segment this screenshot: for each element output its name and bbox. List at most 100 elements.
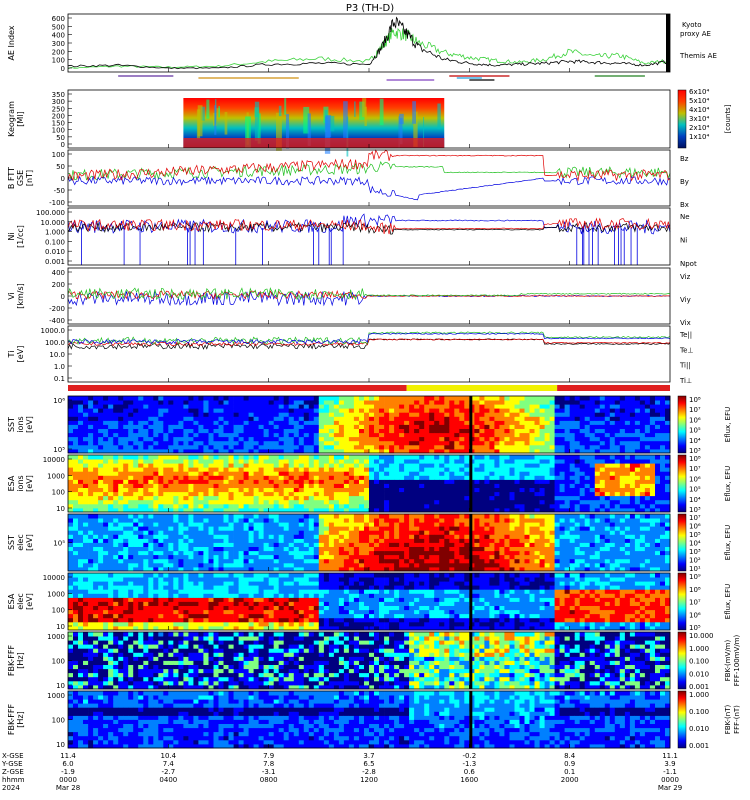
y-axis-unit: [Hz] xyxy=(16,711,25,727)
y-tick-label: 10.000 xyxy=(41,219,66,227)
y-axis-unit: [nT] xyxy=(25,170,34,186)
y-tick-label: 500 xyxy=(52,23,65,31)
spectrogram-image xyxy=(68,691,671,749)
spectrogram-image xyxy=(68,632,671,690)
y-axis-title: AE Index xyxy=(7,25,16,60)
legend-entry: Ni xyxy=(680,237,687,245)
y-axis-subtitle: elec xyxy=(16,534,25,550)
colorbar-title: Eflux, EFU xyxy=(724,525,732,560)
y-axis-label: ESA ions [eV] xyxy=(7,475,34,492)
legend-entry: Te⊥ xyxy=(679,346,694,354)
keogram-streak xyxy=(216,108,221,119)
y-axis-label: Ni [1/cc] xyxy=(7,225,25,248)
ae-series-line xyxy=(67,27,669,70)
colorbar-tick: 10⁷ xyxy=(689,406,701,414)
ae-series-line xyxy=(67,16,669,70)
x-axis-row-label: X-GSE xyxy=(2,752,24,760)
y-axis-label: B FTT GSE [nT] xyxy=(7,167,34,189)
y-axis-label: SST ions [eV] xyxy=(7,416,34,433)
y-axis-unit: [eV] xyxy=(16,346,25,363)
keogram-streak xyxy=(307,113,311,146)
y-axis-subtitle: GSE xyxy=(16,170,25,186)
y-axis-unit: [1/cc] xyxy=(16,225,25,248)
series-line xyxy=(67,217,671,235)
legend-entry: Bz xyxy=(680,155,689,163)
spectrogram-image xyxy=(68,514,671,572)
panel-edge xyxy=(666,14,670,72)
y-tick-label: 100.000 xyxy=(36,209,65,217)
series-line xyxy=(67,221,671,235)
data-gap xyxy=(469,632,473,689)
x-axis-row-label: Y-GSE xyxy=(1,760,23,768)
data-gap xyxy=(469,573,473,630)
y-axis-subtitle: ions xyxy=(16,475,25,491)
y-axis-title: Ni xyxy=(7,232,16,240)
y-tick-label: 100 xyxy=(52,57,65,65)
legend-entry: proxy AE xyxy=(680,30,711,38)
y-axis-unit: [eV] xyxy=(25,416,34,433)
colorbar-label: Eflux, EFU xyxy=(724,466,732,501)
x-tick-label: 10.4 xyxy=(161,752,177,760)
y-tick-label: 200 xyxy=(52,112,65,120)
x-tick-label: 1600 xyxy=(460,776,478,784)
x-tick-label: 1200 xyxy=(360,776,378,784)
x-tick-label: 7.8 xyxy=(263,760,274,768)
data-gap xyxy=(469,691,473,748)
colorbar-tick: 10⁴ xyxy=(689,540,701,548)
series-line xyxy=(67,289,671,300)
colorbar-tick: 10⁷ xyxy=(689,599,701,607)
chart-title: P3 (TH-D) xyxy=(346,3,394,14)
keogram-streak xyxy=(343,101,348,138)
legend-entry: Viy xyxy=(680,296,691,304)
legend-entry: Te|| xyxy=(679,331,692,339)
legend-entry: Themis AE xyxy=(679,52,717,60)
y-axis-label: FBK-FFF [Hz] xyxy=(7,704,25,736)
y-tick-label: 100 xyxy=(52,127,65,135)
x-tick-label: 0800 xyxy=(260,776,278,784)
colorbar-tick: 2x10⁴ xyxy=(689,124,710,132)
series-line xyxy=(67,338,671,350)
y-tick-label: 0.010 xyxy=(45,248,65,256)
x-tick-label: 0000 xyxy=(661,776,679,784)
y-tick-label: 10⁵ xyxy=(53,540,65,548)
y-tick-label: 350 xyxy=(52,91,65,99)
y-tick-label: -400 xyxy=(49,317,65,325)
y-tick-label: 600 xyxy=(52,15,65,23)
y-tick-label: 10 xyxy=(56,682,65,690)
y-tick-label: 1000 xyxy=(47,472,65,480)
x-axis-row-label: 2024 xyxy=(2,784,20,792)
colorbar-tick: 10⁶ xyxy=(689,475,701,483)
x-tick-label: 8.4 xyxy=(564,752,576,760)
keogram-streak xyxy=(196,109,201,139)
keogram-low-band xyxy=(183,138,445,148)
y-axis-subtitle: elec xyxy=(16,593,25,609)
keogram-streak xyxy=(364,106,367,126)
y-axis-title: FBK-FFF xyxy=(7,704,16,736)
spectrogram-image xyxy=(68,573,671,631)
colorbar-tick: 0.001 xyxy=(689,683,709,691)
colorbar-label: Eflux, EFU xyxy=(724,407,732,442)
y-tick-label: 1.0 xyxy=(54,363,65,371)
colorbar-title: FBK-(nT) xyxy=(724,705,732,735)
y-tick-label: 1000 xyxy=(47,590,65,598)
keogram-streak xyxy=(399,117,403,145)
y-tick-label: -200 xyxy=(49,305,65,313)
y-tick-label: 10⁶ xyxy=(53,397,65,405)
series-line xyxy=(67,149,671,182)
series-line xyxy=(67,213,671,235)
y-tick-label: 10 xyxy=(56,623,65,631)
y-axis-title: SST xyxy=(7,535,16,550)
y-tick-label: 100 xyxy=(52,658,65,666)
y-axis-title: ESA xyxy=(7,593,16,609)
y-tick-label: 0 xyxy=(61,65,65,73)
panel-frame xyxy=(67,13,671,73)
series-line xyxy=(67,289,671,307)
colorbar-tick: 10.000 xyxy=(689,632,714,640)
colorbar-tick: 3x10⁴ xyxy=(689,115,710,123)
y-tick-label: 0.001 xyxy=(45,258,65,266)
mode-bar-slow xyxy=(68,385,407,391)
y-tick-label: 300 xyxy=(52,98,65,106)
keogram-streak xyxy=(218,106,220,118)
x-tick-label: 11.1 xyxy=(662,752,678,760)
